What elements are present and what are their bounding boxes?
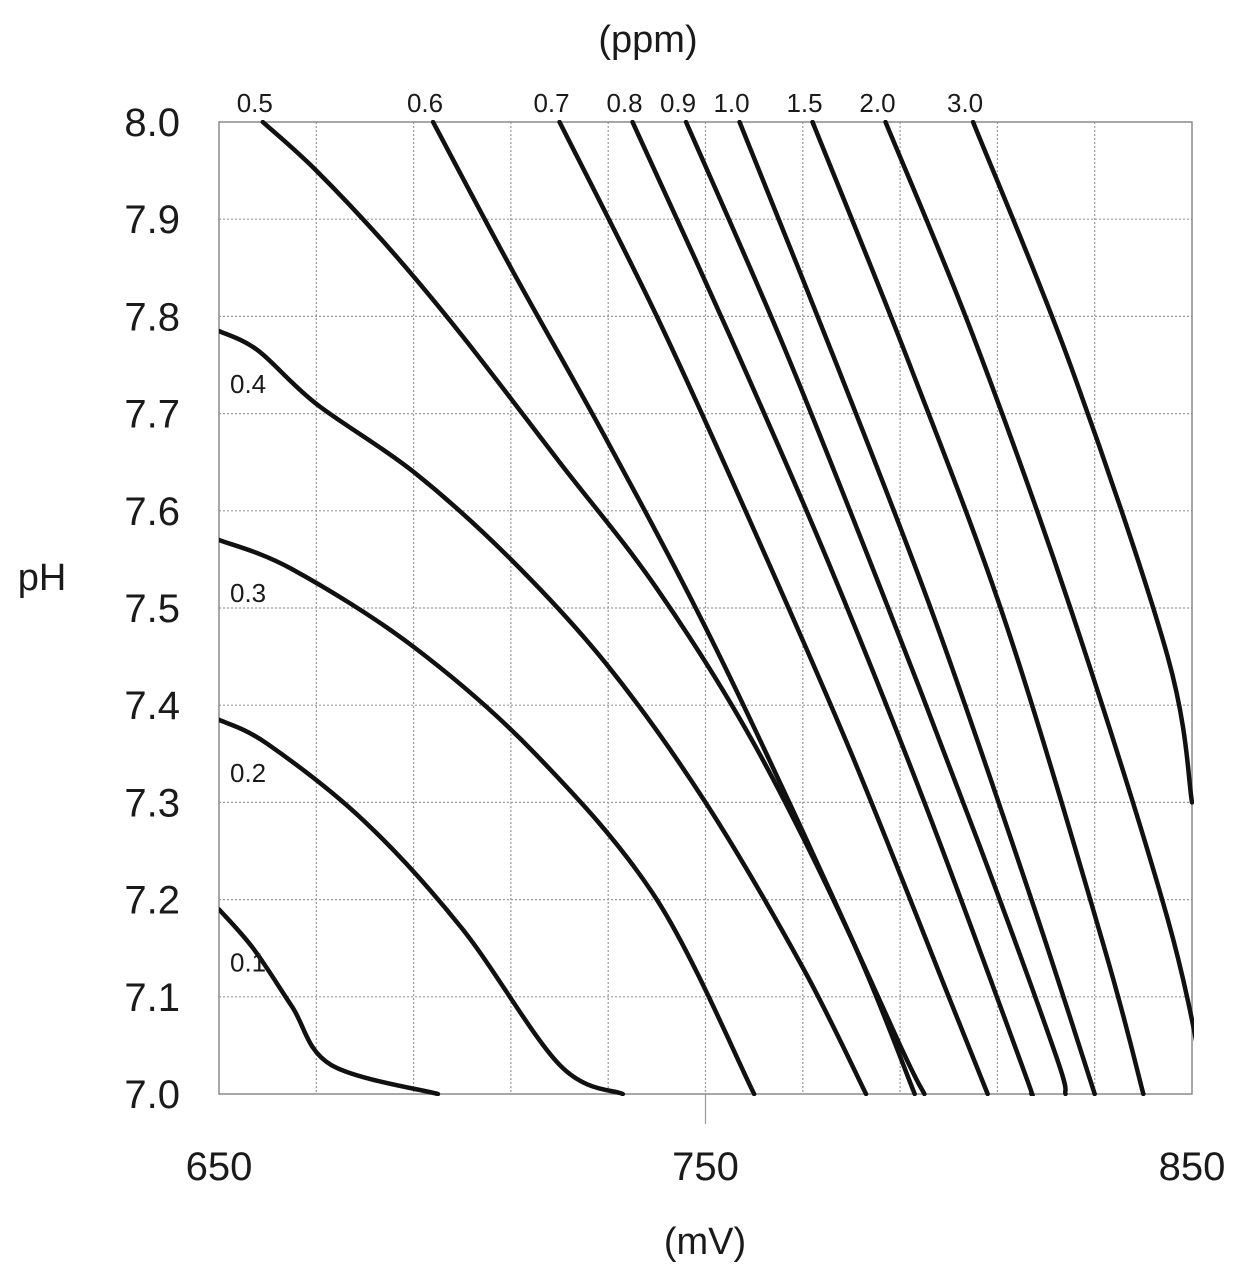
curve-label: 0.1 — [230, 947, 266, 977]
curve-label: 0.2 — [230, 758, 266, 788]
curve-0-3-ppm — [219, 537, 757, 1096]
y-tick-label: 7.7 — [124, 393, 180, 437]
curve-label: 1.5 — [786, 88, 822, 118]
x-tick-label: 850 — [1159, 1145, 1226, 1189]
curve-label: 0.4 — [230, 369, 266, 399]
curve-label: 2.0 — [859, 88, 895, 118]
y-tick-label: 7.3 — [124, 781, 180, 825]
plot-frame — [218, 121, 1193, 1095]
curve-2-0-ppm — [883, 120, 1194, 1042]
y-tick-label: 7.1 — [124, 976, 180, 1020]
curve-0-6-ppm — [430, 120, 927, 1096]
curve-label: 0.5 — [237, 88, 273, 118]
y-tick-label: 7.6 — [124, 490, 180, 534]
curve-0-4-ppm — [219, 328, 869, 1096]
y-tick-label: 7.2 — [124, 879, 180, 923]
y-tick-label: 7.0 — [124, 1073, 180, 1117]
grid-layer — [219, 122, 1192, 1124]
x-axis-label: (mV) — [664, 1221, 746, 1263]
curve-label: 0.3 — [230, 578, 266, 608]
y-tick-label: 8.0 — [124, 101, 180, 145]
curve-label: 1.0 — [713, 88, 749, 118]
y-tick-label: 7.9 — [124, 198, 180, 242]
curve-0-2-ppm — [219, 717, 626, 1096]
curve-0-1-ppm — [219, 907, 441, 1096]
y-tick-label: 7.5 — [124, 587, 180, 631]
curve-label: 0.9 — [660, 88, 696, 118]
y-tick-label: 7.4 — [124, 684, 180, 728]
curve-1-5-ppm — [810, 120, 1146, 1096]
x-tick-label: 650 — [186, 1145, 253, 1189]
y-tick-label: 7.8 — [124, 295, 180, 339]
top-axis-label: (ppm) — [598, 19, 697, 61]
curve-label: 0.8 — [606, 88, 642, 118]
y-axis-label: pH — [18, 557, 67, 599]
curve-label: 0.6 — [407, 88, 443, 118]
curve-0-7-ppm — [557, 120, 990, 1096]
x-tick-label: 750 — [672, 1145, 739, 1189]
labels-layer: 7.0 7.1 7.2 7.3 7.4 7.5 7.6 7.7 7.8 7.9 8.0 650 750 8… — [124, 88, 1225, 1189]
curve-1-0-ppm — [737, 120, 1097, 1096]
curve-label: 3.0 — [947, 88, 983, 118]
curve-0-8-ppm — [630, 120, 1035, 1096]
curves-layer — [219, 120, 1194, 1096]
curve-label: 0.7 — [533, 88, 569, 118]
curve-0-9-ppm — [683, 120, 1068, 1096]
curve-3-0-ppm — [970, 120, 1194, 805]
